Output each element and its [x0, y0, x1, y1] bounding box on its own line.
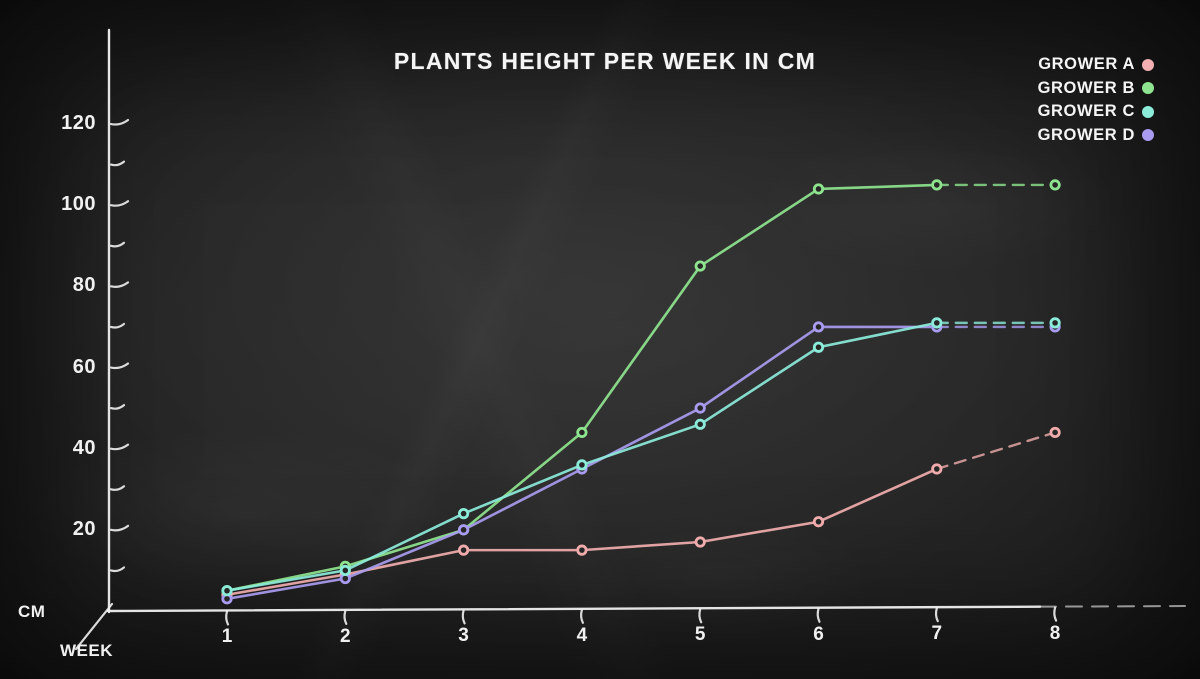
y-axis-unit-label: CM [18, 602, 46, 621]
y-tick-label: 80 [72, 274, 96, 297]
data-point-grower-d [694, 402, 706, 414]
x-tick [1053, 606, 1058, 622]
x-tick-label: 2 [340, 625, 351, 647]
series-line-dashed-grower-a [935, 431, 1057, 471]
y-tick-label: 40 [72, 436, 96, 459]
legend-color-dot [1142, 129, 1154, 141]
x-tick-label: 5 [694, 624, 706, 646]
x-tick [343, 609, 348, 626]
data-point-grower-a [457, 544, 470, 556]
series-line-grower-b [225, 183, 939, 593]
x-tick [698, 608, 703, 624]
data-point-grower-b [931, 179, 943, 191]
y-minor-tick [109, 241, 126, 248]
data-point-grower-c [931, 317, 943, 329]
y-tick-label: 20 [72, 517, 96, 540]
x-axis-unit-label: WEEK [60, 641, 113, 660]
y-minor-tick [109, 404, 126, 410]
data-point-grower-b [1049, 179, 1061, 191]
x-tick [816, 607, 821, 623]
x-tick-label: 3 [458, 625, 469, 647]
origin-diagonal-line [74, 602, 114, 651]
data-point-grower-d [812, 321, 825, 333]
x-tick-label: 7 [931, 623, 943, 645]
y-tick-label: 100 [61, 193, 96, 216]
data-point-grower-c [694, 418, 706, 430]
data-point-grower-c [457, 508, 470, 520]
data-point-grower-a [694, 536, 706, 548]
y-major-tick [109, 118, 130, 126]
legend-label: GROWER B [1037, 78, 1135, 97]
y-minor-tick [109, 322, 126, 329]
x-tick [461, 609, 466, 625]
legend: GROWER A GROWER B GROWER C GROWER D [1038, 55, 1154, 145]
data-point-grower-a [812, 516, 825, 528]
legend-label: GROWER A [1038, 55, 1135, 73]
y-major-tick [109, 443, 130, 451]
data-point-grower-c [576, 459, 588, 471]
data-point-grower-b [576, 426, 588, 439]
x-axis-line [106, 605, 1042, 613]
y-major-tick [109, 200, 130, 207]
data-point-grower-b [812, 183, 825, 195]
x-tick-label: 8 [1049, 622, 1061, 644]
legend-item-grower-d: GROWER D [1038, 126, 1154, 145]
y-major-tick [109, 362, 130, 370]
data-point-grower-c [1049, 317, 1061, 329]
legend-color-dot [1142, 105, 1154, 118]
legend-item-grower-c: GROWER C [1038, 102, 1154, 121]
y-minor-tick [109, 566, 126, 573]
chart-title: PLANTS HEIGHT PER WEEK IN CM [393, 48, 817, 74]
x-tick-label: 6 [813, 623, 824, 645]
x-tick [225, 610, 230, 626]
x-tick-label: 1 [221, 626, 233, 648]
x-tick-label: 4 [576, 624, 588, 646]
series-line-grower-a [225, 467, 939, 597]
legend-item-grower-b: GROWER B [1038, 79, 1154, 98]
data-point-grower-c [339, 564, 351, 577]
data-point-grower-a [576, 544, 588, 556]
data-point-grower-d [457, 524, 470, 536]
x-tick [934, 607, 939, 623]
legend-color-dot [1142, 82, 1154, 94]
data-point-grower-a [931, 463, 943, 475]
y-minor-tick [109, 485, 126, 491]
data-point-grower-c [221, 585, 233, 597]
y-major-tick [109, 524, 130, 532]
legend-label: GROWER D [1037, 125, 1135, 144]
y-tick-label: 120 [61, 112, 96, 135]
legend-color-dot [1142, 58, 1154, 71]
x-axis-line-faded [1039, 605, 1186, 608]
legend-label: GROWER C [1037, 102, 1135, 120]
y-major-tick [109, 281, 130, 288]
y-tick-label: 60 [72, 355, 96, 378]
y-minor-tick [109, 160, 126, 167]
data-point-grower-c [812, 341, 825, 353]
x-tick [580, 608, 584, 624]
data-point-grower-a [1049, 426, 1061, 439]
data-point-grower-b [694, 260, 706, 272]
legend-item-grower-a: GROWER A [1038, 55, 1154, 74]
